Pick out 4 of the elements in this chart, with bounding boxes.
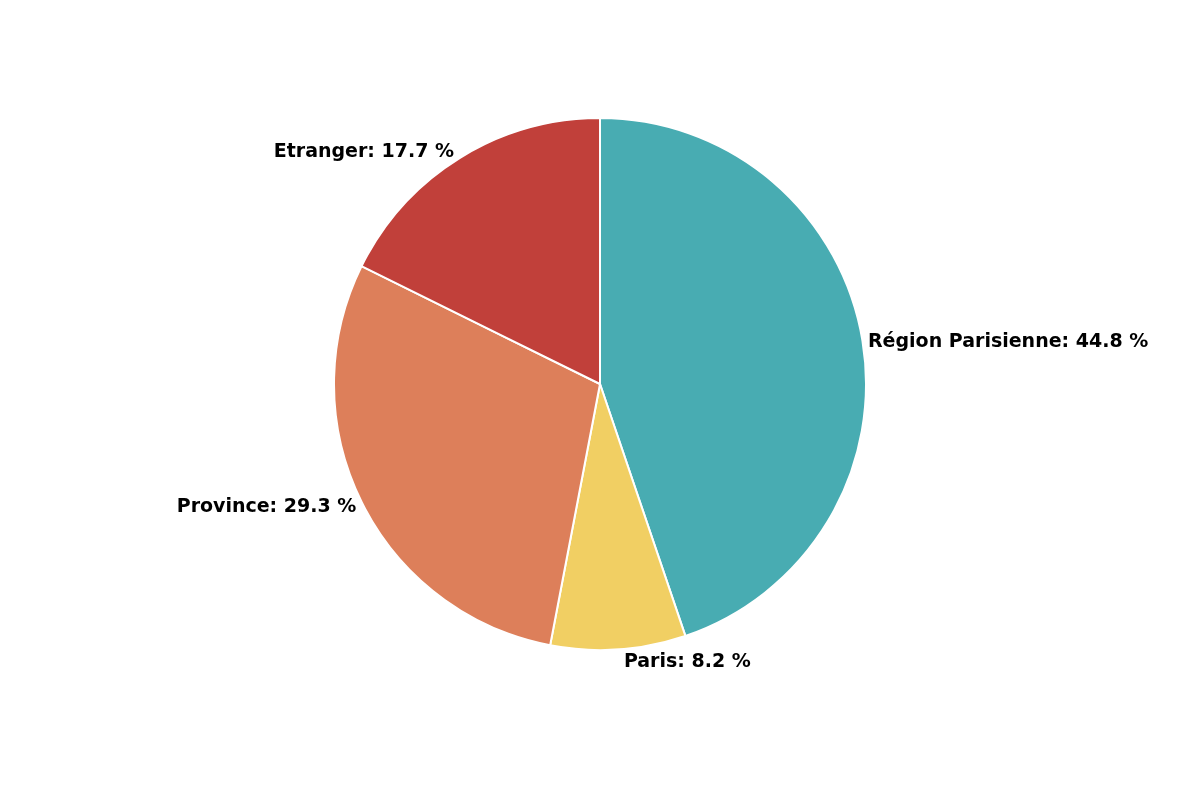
slice-label: Paris: 8.2 % [623,649,751,672]
slice-label: Région Parisienne: 44.8 % [867,329,1149,352]
slice-label: Province: 29.3 % [176,493,357,516]
slice-label: Etranger: 17.7 % [273,139,455,162]
